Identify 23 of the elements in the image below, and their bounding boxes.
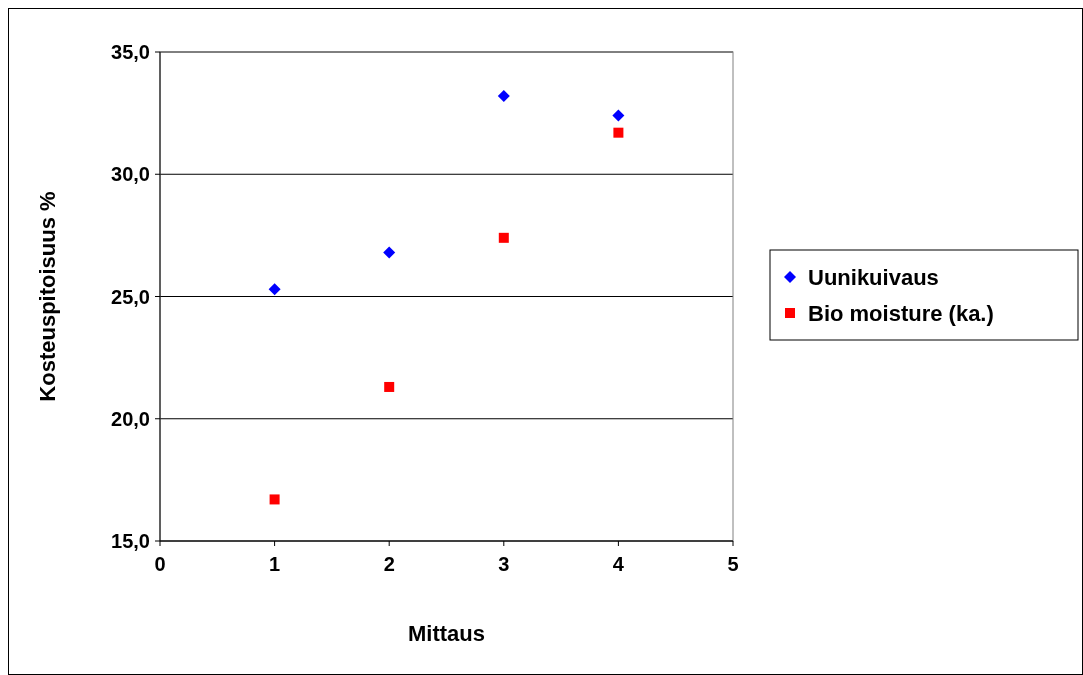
x-tick-label: 3 — [498, 553, 510, 575]
y-tick-label: 30,0 — [111, 163, 150, 186]
point — [384, 381, 395, 392]
x-tick-label: 4 — [612, 553, 625, 575]
y-tick-label: 20,0 — [111, 407, 150, 430]
point — [383, 246, 396, 259]
x-tick-label: 2 — [383, 553, 395, 575]
y-tick-label: 35,0 — [111, 41, 150, 63]
point — [613, 127, 624, 138]
y-tick-label: 25,0 — [111, 285, 150, 308]
legend-label: Uunikuivaus — [808, 264, 939, 290]
point — [498, 232, 509, 243]
point — [269, 494, 280, 505]
point — [268, 283, 281, 296]
x-axis-title: Mittaus — [408, 621, 485, 646]
x-tick-label: 0 — [154, 553, 166, 575]
y-tick-label: 15,0 — [111, 530, 150, 552]
x-tick-label: 1 — [269, 553, 281, 575]
x-tick-label: 5 — [727, 553, 739, 575]
point — [497, 90, 510, 103]
point — [612, 109, 625, 122]
y-axis-title: Kosteuspitoisuus % — [35, 191, 60, 402]
legend-label: Bio moisture (ka.) — [808, 300, 994, 326]
